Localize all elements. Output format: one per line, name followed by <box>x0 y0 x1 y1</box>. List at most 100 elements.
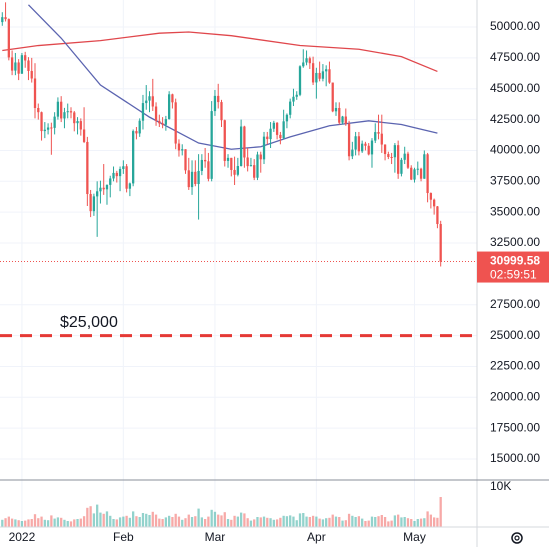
candle-body <box>259 154 262 160</box>
y-tick-label: 32500.00 <box>490 235 540 249</box>
volume-bar <box>334 516 338 527</box>
candle-body <box>423 154 426 179</box>
candle-body <box>20 55 24 74</box>
volume-bar <box>79 518 82 527</box>
candle-body <box>145 100 148 104</box>
price-pane: $25,000 <box>0 2 477 338</box>
volume-bar <box>230 519 233 527</box>
volume-bar <box>60 517 63 527</box>
volume-bar <box>197 508 200 527</box>
volume-bar <box>14 519 17 527</box>
candle-body <box>7 19 10 58</box>
candle-body <box>4 17 7 20</box>
volume-bar <box>239 512 243 527</box>
candle-body <box>266 136 269 140</box>
volume-bar <box>10 518 14 527</box>
y-tick-label: 17500.00 <box>490 420 540 434</box>
candle-body <box>243 126 246 158</box>
y-tick-label: 37500.00 <box>490 173 540 187</box>
candle-body <box>347 123 351 157</box>
candle-body <box>426 154 429 194</box>
candle-body <box>122 166 125 169</box>
candle-body <box>357 136 361 152</box>
candle-body <box>432 199 436 207</box>
candle-body <box>217 95 220 103</box>
candle-body <box>223 120 226 161</box>
volume-bar <box>213 511 217 527</box>
volume-bar <box>400 517 403 527</box>
volume-bar <box>243 513 246 527</box>
candle-body <box>249 165 253 167</box>
x-tick-label: Feb <box>113 530 134 544</box>
volume-bar <box>397 514 400 527</box>
settings-icon[interactable] <box>511 532 523 544</box>
volume-bar <box>259 517 262 527</box>
candle-body <box>128 183 132 189</box>
candle-body <box>429 193 433 200</box>
volume-bar <box>69 521 73 527</box>
candle-body <box>115 172 118 177</box>
candle-body <box>305 58 308 63</box>
candle-body <box>279 134 282 139</box>
volume-bar <box>436 517 439 527</box>
volume-bar <box>158 518 161 527</box>
volume-bar <box>125 515 128 527</box>
moving-average-line <box>27 4 438 150</box>
volume-bar <box>233 515 236 527</box>
volume-bar <box>177 516 181 527</box>
candle-body <box>269 128 272 140</box>
volume-bar <box>56 517 60 527</box>
candle-body <box>370 140 374 155</box>
candle-body <box>148 96 151 101</box>
volume-bar <box>432 517 436 527</box>
volume-bar <box>426 511 429 527</box>
candle-body <box>66 111 69 113</box>
candle-body <box>118 168 122 177</box>
volume-bar <box>338 517 341 527</box>
volume-bar <box>341 520 344 527</box>
volume-bar <box>89 506 92 527</box>
volume-bar <box>76 519 79 527</box>
volume-bar <box>217 514 220 527</box>
candle-body <box>82 129 86 142</box>
volume-bar <box>275 519 279 527</box>
volume-bar <box>135 516 138 527</box>
candle-body <box>341 116 344 123</box>
volume-bar <box>210 509 213 527</box>
candle-body <box>99 187 102 192</box>
y-tick-label: 22500.00 <box>490 359 540 373</box>
volume-bar <box>226 519 230 527</box>
volume-bar <box>403 517 406 527</box>
candle-body <box>63 112 66 119</box>
last-price-box <box>477 251 549 283</box>
candle-body <box>410 167 413 180</box>
candle-body <box>69 111 73 113</box>
candle-body <box>1 17 4 23</box>
candle-body <box>403 153 406 160</box>
candle-body <box>141 103 145 121</box>
candle-body <box>302 62 305 67</box>
y-tick-label: 45000.00 <box>490 81 540 95</box>
volume-bar <box>393 515 397 527</box>
volume-bar <box>302 513 305 527</box>
x-tick-label: 2022 <box>9 530 36 544</box>
volume-bar <box>279 517 282 527</box>
volume-bar <box>96 504 99 527</box>
volume-bar <box>354 517 357 527</box>
volume-bar <box>53 518 56 527</box>
candle-body <box>197 170 200 185</box>
candle-body <box>73 112 76 124</box>
candle-body <box>256 154 259 178</box>
volume-bar <box>33 514 37 527</box>
volume-bar <box>383 517 387 527</box>
candle-body <box>40 112 43 132</box>
volume-bar <box>308 517 311 527</box>
candle-body <box>285 114 289 122</box>
candle-body <box>53 116 56 128</box>
volume-bar <box>132 511 135 527</box>
volume-bar <box>318 518 321 527</box>
candle-body <box>325 69 328 72</box>
candle-body <box>167 94 171 120</box>
